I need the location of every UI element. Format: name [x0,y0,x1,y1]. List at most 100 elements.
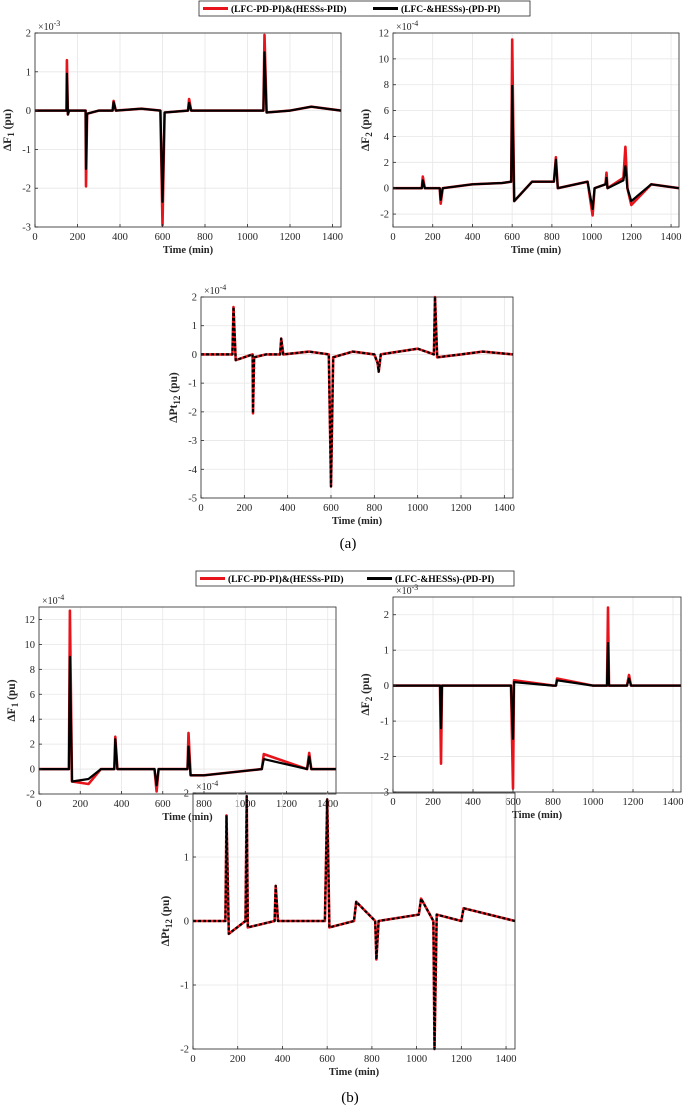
legend-black-label: (LFC-&HESSs)-(PD-PI) [401,4,500,15]
x-tick-label: 400 [280,503,296,514]
y-tick-label: 0 [192,350,197,361]
x-tick-label: 1200 [451,503,472,514]
y-tick-label: -1 [22,145,31,156]
x-tick-label: 200 [70,232,86,243]
x-tick-label: 400 [112,232,128,243]
y-tick-label: 12 [25,615,36,626]
y-tick-label: 1 [184,853,189,864]
y-tick-label: 0 [30,765,35,776]
y-axis-label: ΔF2 (pu) [360,673,374,715]
plot-frame [392,32,680,228]
legend-red-label: (LFC-PD-PI)&(HESSs-PID) [228,574,344,585]
y-axis-label: ΔF2 (pu) [360,109,374,151]
y-exponent-label: ×10-4 [196,779,218,793]
y-tick-label: 4 [30,715,36,726]
y-tick-label: 10 [25,640,36,651]
y-tick-label: -3 [188,436,197,447]
x-tick-label: 800 [544,232,560,243]
x-tick-label: 800 [197,232,213,243]
y-tick-label: 8 [384,80,389,91]
y-tick-label: 1 [26,67,31,78]
chart-a-df2: 0 200 400 600 800 1000 1200 1400-2024681012×10-… [360,19,682,256]
x-tick-label: 1000 [237,232,258,243]
y-tick-label: 2 [26,29,31,40]
y-exponent-label: ×10-3 [396,583,418,597]
x-tick-label: 200 [425,797,441,808]
x-tick-label: 1200 [623,797,644,808]
y-tick-label: 2 [30,740,35,751]
x-tick-label: 1400 [663,797,684,808]
x-tick-label: 200 [236,503,252,514]
y-exponent-label: ×10-4 [396,19,418,33]
x-tick-label: 0 [190,1054,195,1065]
series-line-red [393,606,681,790]
plot-frame [392,596,682,793]
y-tick-label: 4 [384,132,390,143]
y-tick-label: 2 [192,293,197,304]
chart-b-dpt12: 0 200 400 600 800 1000 1200 1400 -2 -1 0 1 2 ×10-4 Tim… [160,779,517,1078]
legend-top: (LFC-PD-PI)&(HESSs-PID) (LFC-&HESSs)-(PD… [198,0,531,17]
plot-frame [200,296,514,499]
x-tick-label: 1200 [280,232,301,243]
y-axis-label: ΔPt12 (pu) [168,372,182,423]
x-tick-label: 1200 [276,799,297,810]
x-tick-label: 200 [72,799,88,810]
y-tick-label: 12 [379,29,390,40]
y-tick-label: 1 [384,646,389,657]
legend-black-label: (LFC-&HESSs)-(PD-PI) [395,574,494,585]
y-tick-label: 6 [30,690,35,701]
y-tick-label: -4 [188,465,197,476]
y-axis-label: ΔF1 (pu) [6,679,20,721]
y-tick-label: 0 [384,184,389,195]
chart-a-dpt12: 0 200 400 600 800 1000 1200 1400 -5 -4 -3 -2 -1 0 1 2 ×1… [168,283,515,527]
x-tick-label: 1400 [661,232,682,243]
y-axis-label: ΔPt12 (pu) [160,896,174,947]
y-tick-label: 2 [384,610,389,621]
x-tick-label: 1000 [581,232,602,243]
y-exponent-label: ×10-4 [204,283,226,297]
x-axis-label: Time (min) [162,812,213,823]
series-line-black [393,84,680,210]
x-tick-label: 1000 [235,799,256,810]
plot-frame [34,32,342,228]
x-tick-label: 600 [155,232,171,243]
chart-b-df1: 0 200 400 600 800 1000 1200 1400-2024681012×10-… [6,593,338,823]
x-tick-label: 1400 [496,1054,517,1065]
x-tick-label: 600 [319,1054,335,1065]
x-tick-label: 1200 [451,1054,472,1065]
series-line-black [35,51,342,203]
x-axis-label: Time (min) [329,1067,380,1078]
x-tick-label: 400 [114,799,130,810]
caption-a: (a) [340,536,357,552]
y-tick-label: 6 [384,106,389,117]
y-exponent-label: ×10-4 [42,593,64,607]
series-line-black [201,295,514,488]
x-tick-label: 1000 [407,503,428,514]
chart-a-df1: 0 200 400 600 800 1000 1200 1400 -3 -2 -1 0 1 2 ×10-3 T… [2,19,343,256]
x-tick-label: 800 [366,503,382,514]
y-tick-label: -1 [188,379,197,390]
x-tick-label: 0 [390,797,395,808]
y-tick-label: 10 [379,54,390,65]
x-tick-label: 600 [504,232,520,243]
x-tick-label: 1400 [322,232,343,243]
y-tick-label: -2 [22,184,31,195]
y-tick-label: 2 [384,158,389,169]
x-tick-label: 0 [198,503,203,514]
series-line-black [39,655,336,787]
chart-b-df2: 0 200 400 600 800 1000 1200 1400-3-2-1012×10-3T… [360,583,684,821]
series-line-black [193,795,516,1051]
x-tick-label: 400 [275,1054,291,1065]
x-tick-label: 0 [390,232,395,243]
x-tick-label: 0 [32,232,37,243]
y-tick-label: -2 [380,752,389,763]
x-tick-label: 1000 [406,1054,427,1065]
y-tick-label: -3 [22,223,31,234]
x-axis-label: Time (min) [511,245,562,256]
legend-bottom: (LFC-PD-PI)&(HESSs-PID) (LFC-&HESSs)-(PD… [195,570,515,587]
plot-frame [38,606,337,795]
y-tick-label: -2 [188,407,197,418]
x-tick-label: 1400 [494,503,515,514]
x-tick-label: 800 [545,797,561,808]
